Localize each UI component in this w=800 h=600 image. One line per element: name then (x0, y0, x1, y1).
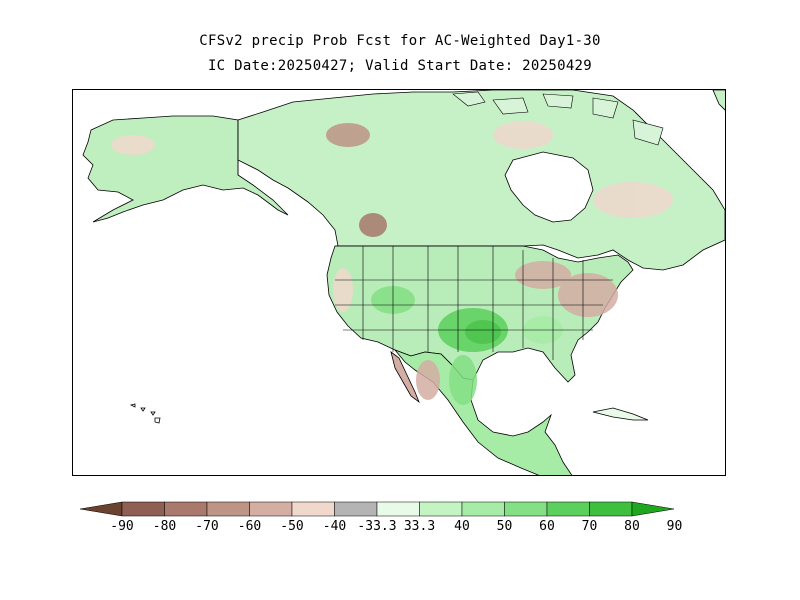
legend-tick-label: 80 (624, 519, 640, 534)
legend-tick-label: 33.3 (404, 519, 435, 534)
legend-tick-label: -60 (238, 519, 261, 534)
legend-tick-label: -40 (323, 519, 346, 534)
dry-patch (493, 121, 553, 149)
legend-tick-label: 70 (582, 519, 598, 534)
dry-patch (558, 273, 618, 317)
cuba (592, 407, 649, 421)
legend-bin (334, 501, 378, 517)
wet-patch (449, 355, 477, 405)
hawaii-islands (129, 403, 161, 424)
dry-patch (593, 182, 673, 218)
legend-tick-label: 60 (539, 519, 555, 534)
legend-bin (249, 501, 293, 517)
legend-bin (504, 501, 548, 517)
legend-bin (206, 501, 250, 517)
color-legend: -90 -80 -70 -60 -50 -40 -33.3 33.3 40 50 60 70 80 90 (80, 501, 682, 534)
legend-bin (546, 501, 590, 517)
legend-bin (589, 501, 633, 517)
dry-patch (515, 261, 571, 289)
legend-tick-label: 40 (454, 519, 470, 534)
legend-tick-label: -70 (195, 519, 218, 534)
legend-arrow-high (631, 501, 675, 517)
legend-bin (291, 501, 335, 517)
dry-patch (359, 213, 387, 237)
legend-tick-label: -80 (153, 519, 176, 534)
dry-patch (326, 123, 370, 147)
map-panel (72, 89, 726, 476)
legend-bin (419, 501, 463, 517)
below-normal-areas (111, 121, 673, 400)
state-borders (237, 120, 613, 360)
legend-tick-label: 90 (667, 519, 683, 534)
dry-patch (111, 135, 155, 155)
greenland-edge (712, 90, 725, 111)
legend-tick-label: -33.3 (357, 519, 396, 534)
legend-bin (461, 501, 505, 517)
map-subtitle: IC Date:20250427; Valid Start Date: 2025… (207, 58, 593, 74)
legend-tick-label: -90 (110, 519, 133, 534)
legend-tick-label: -50 (280, 519, 303, 534)
dry-patch (333, 268, 353, 312)
legend-arrow-low (80, 501, 123, 517)
legend-bin (121, 501, 165, 517)
baja-california (390, 351, 420, 404)
north-america-map (73, 90, 725, 475)
wet-patch (465, 320, 501, 344)
map-title: CFSv2 precip Prob Fcst for AC-Weighted D… (199, 33, 601, 49)
legend-labels: -90 -80 -70 -60 -50 -40 -33.3 33.3 40 50 60 70 80 90 (110, 519, 682, 534)
dry-patch (416, 360, 440, 400)
legend-bin (376, 501, 420, 517)
legend-bins (80, 501, 675, 517)
hudson-bay (504, 151, 594, 223)
legend-bin (164, 501, 208, 517)
legend-tick-label: 50 (497, 519, 513, 534)
arctic-islands (452, 91, 664, 146)
